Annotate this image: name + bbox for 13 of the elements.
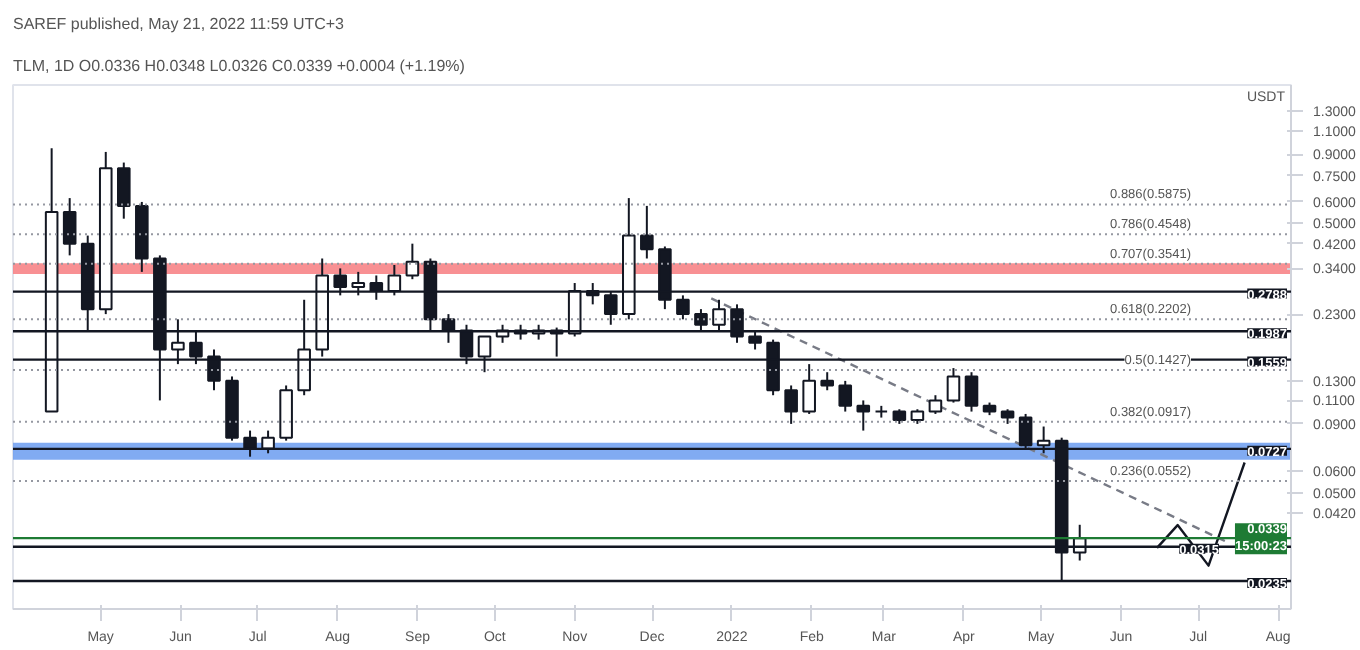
candlestick — [279, 384, 293, 442]
candlestick — [62, 197, 77, 257]
candlestick — [964, 371, 979, 413]
candlestick — [838, 379, 853, 413]
candlestick — [784, 384, 798, 425]
chart-subtitle: SAREF published, May 21, 2022 11:59 UTC+3 — [13, 15, 346, 33]
candlestick — [117, 161, 131, 220]
candlestick — [856, 399, 871, 432]
candlestick — [928, 394, 943, 415]
candlestick — [820, 371, 835, 392]
candlestick — [640, 204, 654, 260]
candlestick — [946, 367, 961, 404]
chart-title: TLM, 1D O0.0336 H0.0348 L0.0326 C0.0339 +0.0004 (+1.19%) — [13, 57, 466, 75]
